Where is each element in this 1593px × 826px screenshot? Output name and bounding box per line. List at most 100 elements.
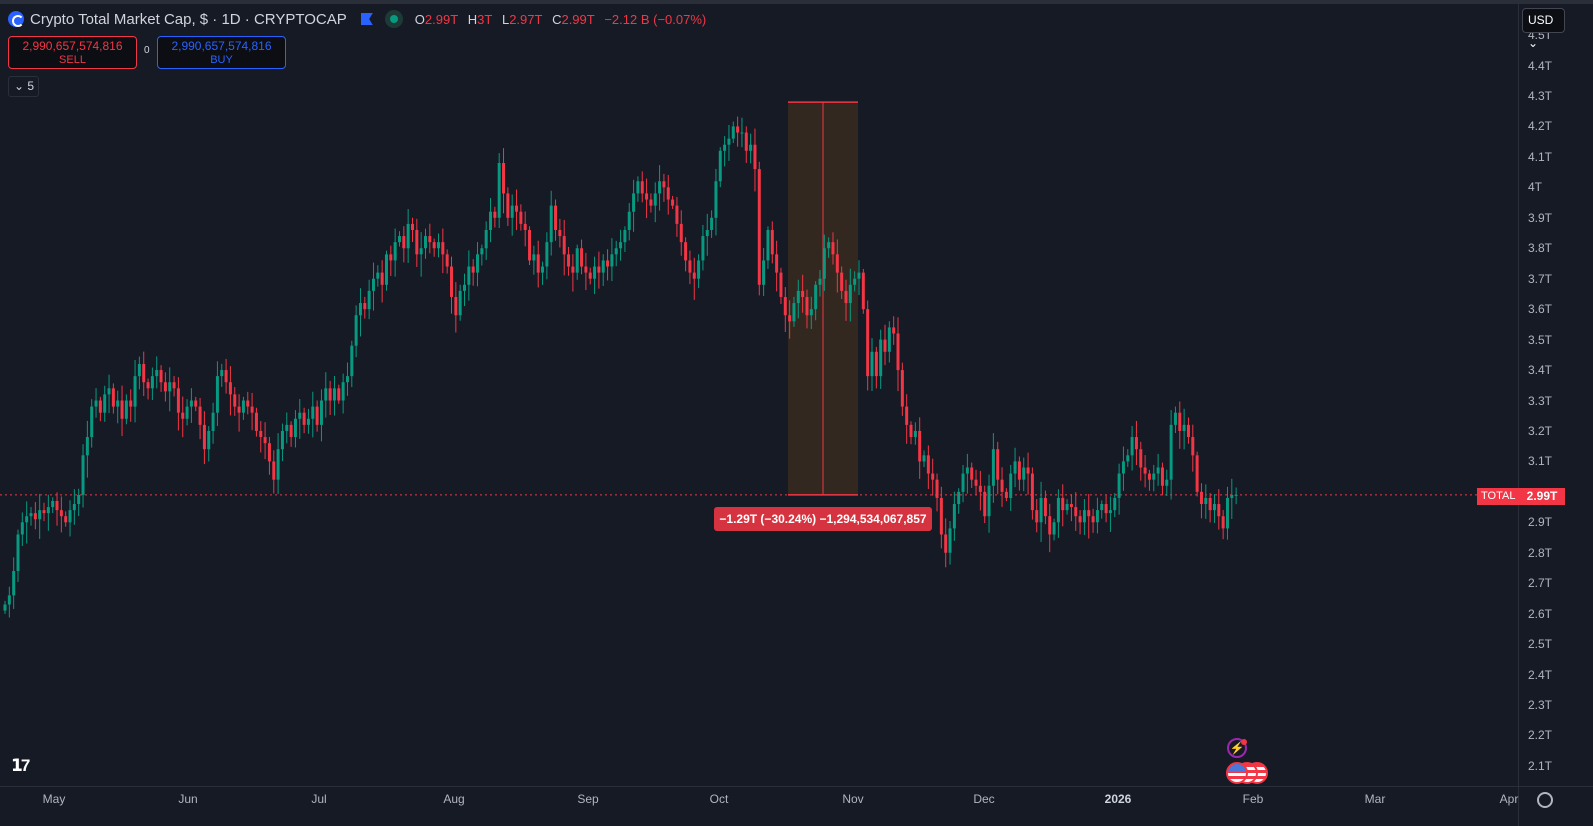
candle-body xyxy=(1165,479,1169,486)
market-status-icon[interactable] xyxy=(384,10,403,28)
candle-body xyxy=(805,296,809,316)
candle-body xyxy=(1013,461,1017,474)
candle-body xyxy=(55,500,59,511)
candle-body xyxy=(1009,473,1013,498)
indicators-collapse-button[interactable]: ⌄ 5 xyxy=(8,76,39,97)
candle-body xyxy=(679,223,683,243)
candle-body xyxy=(25,516,29,523)
time-tick-label: 2026 xyxy=(1104,792,1132,806)
time-tick-label: Feb xyxy=(1242,792,1264,806)
candle-body xyxy=(549,205,553,243)
tradingview-logo[interactable]: 𝟭7 xyxy=(11,756,30,775)
candle-body xyxy=(818,278,822,285)
settings-icon[interactable] xyxy=(1537,792,1553,808)
price-tick-label: 2.9T xyxy=(1528,515,1553,530)
candle-body xyxy=(1230,494,1234,498)
candle-body xyxy=(1030,473,1034,511)
candle-body xyxy=(428,236,432,243)
ohlc-values: O2.99T H3T L2.97T C2.99T −2.12 B (−0.07%… xyxy=(414,11,707,27)
candle-body xyxy=(397,236,401,243)
candle-body xyxy=(1117,473,1121,498)
currency-select[interactable]: USD ⌄ xyxy=(1522,8,1565,50)
candle-body xyxy=(835,254,839,273)
candle-body xyxy=(267,443,271,462)
candle-body xyxy=(558,229,562,237)
candle-body xyxy=(354,315,358,346)
candle-body xyxy=(623,229,627,243)
candle-body xyxy=(1212,504,1216,511)
candle-body xyxy=(974,479,978,486)
candle-body xyxy=(350,345,354,377)
candlestick-chart[interactable] xyxy=(0,0,1518,786)
candle-body xyxy=(42,510,46,514)
candle-body xyxy=(905,406,909,425)
candle-body xyxy=(601,260,605,273)
price-tick-label: 2.6T xyxy=(1528,606,1553,621)
candle-body xyxy=(523,223,527,230)
us-event-flag-icon[interactable] xyxy=(1226,762,1248,784)
candle-body xyxy=(766,229,770,261)
candle-body xyxy=(1182,424,1186,431)
candle-body xyxy=(46,507,50,514)
candle-body xyxy=(1065,504,1069,511)
candle-body xyxy=(567,254,571,267)
measurement-label: −1.29T (−30.24%) −1,294,534,067,857 xyxy=(714,507,932,531)
candle-body xyxy=(1017,461,1021,480)
candle-body xyxy=(1091,516,1095,523)
candle-body xyxy=(692,272,696,279)
candle-body xyxy=(263,437,267,444)
candle-body xyxy=(194,400,198,407)
candle-body xyxy=(545,242,549,267)
candle-body xyxy=(991,449,995,486)
crypto-symbol-icon xyxy=(8,11,24,27)
candle-body xyxy=(900,370,904,407)
candle-body xyxy=(1217,504,1221,517)
price-tick-label: 3.4T xyxy=(1528,363,1553,378)
candle-body xyxy=(445,254,449,267)
price-tick-label: 2.1T xyxy=(1528,758,1553,773)
candle-body xyxy=(168,382,172,392)
candle-body xyxy=(1052,522,1056,535)
candle-body xyxy=(528,229,532,261)
candle-body xyxy=(402,236,406,249)
sell-price: 2,990,657,574,816 xyxy=(22,39,123,53)
candle-body xyxy=(1074,507,1078,517)
candle-body xyxy=(645,193,649,200)
candle-body xyxy=(1126,455,1130,462)
candle-body xyxy=(610,254,614,267)
candle-body xyxy=(632,193,636,212)
candle-body xyxy=(675,205,679,224)
price-tick-label: 3.9T xyxy=(1528,210,1553,225)
candle-body xyxy=(107,388,111,395)
last-price-label: 2.99T xyxy=(1519,488,1565,505)
candle-body xyxy=(419,248,423,255)
symbol-title[interactable]: Crypto Total Market Cap, $ · 1D · CRYPTO… xyxy=(30,10,347,28)
candle-body xyxy=(207,430,211,450)
candle-body xyxy=(909,424,913,438)
candle-body xyxy=(636,181,640,194)
candle-body xyxy=(1048,516,1052,535)
candle-body xyxy=(393,242,397,261)
flag-icon[interactable] xyxy=(360,13,373,25)
candle-body xyxy=(575,248,579,273)
candle-body xyxy=(697,260,701,279)
price-tick-label: 3.2T xyxy=(1528,423,1553,438)
candle-body xyxy=(714,181,718,218)
sell-button[interactable]: 2,990,657,574,816 SELL xyxy=(8,36,137,69)
candle-body xyxy=(922,455,926,462)
candle-body xyxy=(1082,510,1086,523)
candle-body xyxy=(1134,437,1138,450)
candle-body xyxy=(671,199,675,206)
event-lightning-icon[interactable]: ⚡ xyxy=(1227,738,1247,758)
candle-body xyxy=(983,491,987,517)
buy-label: BUY xyxy=(210,54,233,66)
price-tick-label: 4.4T xyxy=(1528,58,1553,73)
candle-body xyxy=(597,266,601,273)
candle-body xyxy=(341,382,345,401)
candle-body xyxy=(172,382,176,389)
candle-body xyxy=(688,260,692,273)
candle-body xyxy=(3,604,7,611)
buy-button[interactable]: 2,990,657,574,816 BUY xyxy=(157,36,286,69)
candle-body xyxy=(1234,494,1238,496)
candle-body xyxy=(124,400,128,419)
